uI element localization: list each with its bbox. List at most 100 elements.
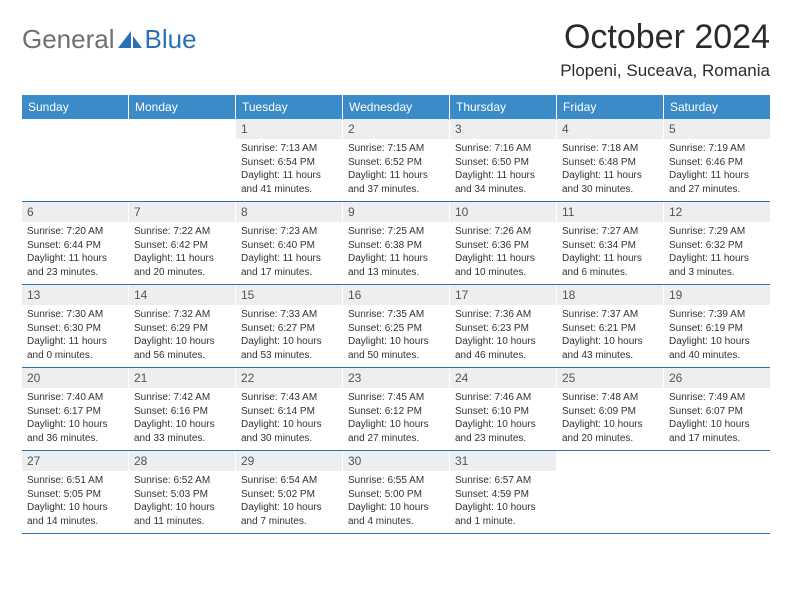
day-number: 27 [22, 451, 128, 471]
weeks-container: 1Sunrise: 7:13 AMSunset: 6:54 PMDaylight… [22, 119, 770, 534]
day-cell: 20Sunrise: 7:40 AMSunset: 6:17 PMDayligh… [22, 368, 129, 450]
daylight-text: Daylight: 10 hours and 17 minutes. [669, 418, 765, 445]
sunrise-text: Sunrise: 7:19 AM [669, 142, 765, 156]
daylight-text: Daylight: 10 hours and 50 minutes. [348, 335, 444, 362]
day-details: Sunrise: 7:27 AMSunset: 6:34 PMDaylight:… [557, 222, 663, 284]
dayhead-friday: Friday [557, 95, 664, 119]
sunset-text: Sunset: 6:38 PM [348, 239, 444, 253]
sunset-text: Sunset: 6:23 PM [455, 322, 551, 336]
sunrise-text: Sunrise: 7:13 AM [241, 142, 337, 156]
sunrise-text: Sunrise: 6:55 AM [348, 474, 444, 488]
daylight-text: Daylight: 11 hours and 17 minutes. [241, 252, 337, 279]
sunset-text: Sunset: 5:03 PM [134, 488, 230, 502]
daylight-text: Daylight: 10 hours and 4 minutes. [348, 501, 444, 528]
daylight-text: Daylight: 10 hours and 27 minutes. [348, 418, 444, 445]
day-details: Sunrise: 7:40 AMSunset: 6:17 PMDaylight:… [22, 388, 128, 450]
day-cell: 3Sunrise: 7:16 AMSunset: 6:50 PMDaylight… [450, 119, 557, 201]
sunrise-text: Sunrise: 7:43 AM [241, 391, 337, 405]
day-cell: 18Sunrise: 7:37 AMSunset: 6:21 PMDayligh… [557, 285, 664, 367]
sunset-text: Sunset: 6:50 PM [455, 156, 551, 170]
sunset-text: Sunset: 6:12 PM [348, 405, 444, 419]
day-cell: 21Sunrise: 7:42 AMSunset: 6:16 PMDayligh… [129, 368, 236, 450]
sunset-text: Sunset: 6:42 PM [134, 239, 230, 253]
day-number: 14 [129, 285, 235, 305]
sunrise-text: Sunrise: 7:18 AM [562, 142, 658, 156]
day-details: Sunrise: 7:37 AMSunset: 6:21 PMDaylight:… [557, 305, 663, 367]
sunrise-text: Sunrise: 7:22 AM [134, 225, 230, 239]
daylight-text: Daylight: 11 hours and 3 minutes. [669, 252, 765, 279]
day-cell: 14Sunrise: 7:32 AMSunset: 6:29 PMDayligh… [129, 285, 236, 367]
sunset-text: Sunset: 6:14 PM [241, 405, 337, 419]
daylight-text: Daylight: 10 hours and 1 minute. [455, 501, 551, 528]
day-cell [22, 119, 129, 201]
sunset-text: Sunset: 6:36 PM [455, 239, 551, 253]
sunset-text: Sunset: 6:40 PM [241, 239, 337, 253]
sunset-text: Sunset: 6:09 PM [562, 405, 658, 419]
day-number: 28 [129, 451, 235, 471]
day-number: 2 [343, 119, 449, 139]
day-details: Sunrise: 7:35 AMSunset: 6:25 PMDaylight:… [343, 305, 449, 367]
day-details: Sunrise: 6:51 AMSunset: 5:05 PMDaylight:… [22, 471, 128, 533]
daylight-text: Daylight: 10 hours and 33 minutes. [134, 418, 230, 445]
sunrise-text: Sunrise: 7:25 AM [348, 225, 444, 239]
sunset-text: Sunset: 6:46 PM [669, 156, 765, 170]
day-details: Sunrise: 7:49 AMSunset: 6:07 PMDaylight:… [664, 388, 770, 450]
day-number: 26 [664, 368, 770, 388]
day-number: 19 [664, 285, 770, 305]
sunrise-text: Sunrise: 7:35 AM [348, 308, 444, 322]
day-number [22, 119, 128, 125]
day-details: Sunrise: 7:20 AMSunset: 6:44 PMDaylight:… [22, 222, 128, 284]
day-details: Sunrise: 7:48 AMSunset: 6:09 PMDaylight:… [557, 388, 663, 450]
day-cell [557, 451, 664, 533]
sunrise-text: Sunrise: 6:57 AM [455, 474, 551, 488]
daylight-text: Daylight: 10 hours and 43 minutes. [562, 335, 658, 362]
day-cell: 1Sunrise: 7:13 AMSunset: 6:54 PMDaylight… [236, 119, 343, 201]
daylight-text: Daylight: 11 hours and 37 minutes. [348, 169, 444, 196]
day-number: 11 [557, 202, 663, 222]
sunset-text: Sunset: 6:07 PM [669, 405, 765, 419]
day-details: Sunrise: 7:15 AMSunset: 6:52 PMDaylight:… [343, 139, 449, 201]
day-details: Sunrise: 7:30 AMSunset: 6:30 PMDaylight:… [22, 305, 128, 367]
day-cell: 19Sunrise: 7:39 AMSunset: 6:19 PMDayligh… [664, 285, 770, 367]
day-cell [129, 119, 236, 201]
day-cell: 29Sunrise: 6:54 AMSunset: 5:02 PMDayligh… [236, 451, 343, 533]
daylight-text: Daylight: 10 hours and 53 minutes. [241, 335, 337, 362]
day-cell: 30Sunrise: 6:55 AMSunset: 5:00 PMDayligh… [343, 451, 450, 533]
day-cell: 9Sunrise: 7:25 AMSunset: 6:38 PMDaylight… [343, 202, 450, 284]
day-details: Sunrise: 7:39 AMSunset: 6:19 PMDaylight:… [664, 305, 770, 367]
day-details: Sunrise: 7:42 AMSunset: 6:16 PMDaylight:… [129, 388, 235, 450]
day-number: 15 [236, 285, 342, 305]
calendar: Sunday Monday Tuesday Wednesday Thursday… [22, 95, 770, 534]
daylight-text: Daylight: 11 hours and 27 minutes. [669, 169, 765, 196]
dayhead-wednesday: Wednesday [343, 95, 450, 119]
sunset-text: Sunset: 6:21 PM [562, 322, 658, 336]
location-text: Plopeni, Suceava, Romania [560, 61, 770, 81]
day-cell: 6Sunrise: 7:20 AMSunset: 6:44 PMDaylight… [22, 202, 129, 284]
dayhead-tuesday: Tuesday [236, 95, 343, 119]
week-row: 13Sunrise: 7:30 AMSunset: 6:30 PMDayligh… [22, 285, 770, 368]
day-details: Sunrise: 6:52 AMSunset: 5:03 PMDaylight:… [129, 471, 235, 533]
sunset-text: Sunset: 6:30 PM [27, 322, 123, 336]
day-details: Sunrise: 7:45 AMSunset: 6:12 PMDaylight:… [343, 388, 449, 450]
day-details: Sunrise: 7:32 AMSunset: 6:29 PMDaylight:… [129, 305, 235, 367]
week-row: 20Sunrise: 7:40 AMSunset: 6:17 PMDayligh… [22, 368, 770, 451]
day-cell: 7Sunrise: 7:22 AMSunset: 6:42 PMDaylight… [129, 202, 236, 284]
daylight-text: Daylight: 10 hours and 30 minutes. [241, 418, 337, 445]
sunset-text: Sunset: 6:54 PM [241, 156, 337, 170]
day-cell: 16Sunrise: 7:35 AMSunset: 6:25 PMDayligh… [343, 285, 450, 367]
day-number [129, 119, 235, 125]
dayhead-thursday: Thursday [450, 95, 557, 119]
sunrise-text: Sunrise: 7:33 AM [241, 308, 337, 322]
day-details: Sunrise: 7:43 AMSunset: 6:14 PMDaylight:… [236, 388, 342, 450]
daylight-text: Daylight: 11 hours and 23 minutes. [27, 252, 123, 279]
daylight-text: Daylight: 10 hours and 11 minutes. [134, 501, 230, 528]
sunrise-text: Sunrise: 7:39 AM [669, 308, 765, 322]
title-block: October 2024 Plopeni, Suceava, Romania [560, 18, 770, 81]
day-cell: 2Sunrise: 7:15 AMSunset: 6:52 PMDaylight… [343, 119, 450, 201]
day-cell: 31Sunrise: 6:57 AMSunset: 4:59 PMDayligh… [450, 451, 557, 533]
day-header-row: Sunday Monday Tuesday Wednesday Thursday… [22, 95, 770, 119]
day-details: Sunrise: 6:57 AMSunset: 4:59 PMDaylight:… [450, 471, 556, 533]
dayhead-saturday: Saturday [664, 95, 770, 119]
day-number: 3 [450, 119, 556, 139]
day-cell: 22Sunrise: 7:43 AMSunset: 6:14 PMDayligh… [236, 368, 343, 450]
